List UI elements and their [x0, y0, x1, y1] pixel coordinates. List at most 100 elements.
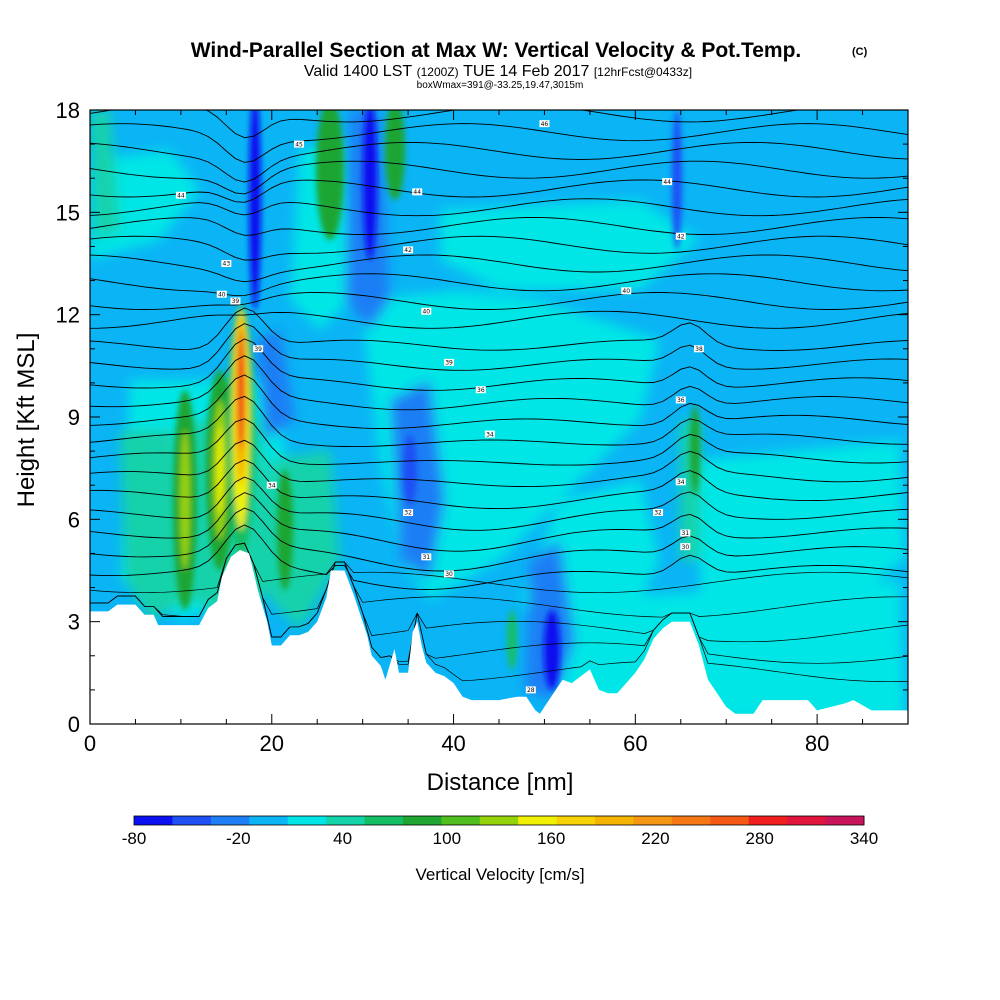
updraft-plume [316, 110, 344, 240]
contour-label-bg [693, 345, 704, 353]
x-axis-label: Distance [nm] [427, 769, 574, 796]
contour-label-text: 34 [486, 431, 494, 438]
contour-label-bg [525, 686, 536, 694]
isentrope [90, 507, 908, 572]
colorbar-tick-label: 340 [850, 829, 878, 848]
contour-label: 40 [421, 307, 432, 315]
contour-label-text: 31 [422, 554, 430, 561]
colorbar-frame [133, 815, 865, 826]
isentrope [90, 141, 908, 183]
y-tick-label: 3 [68, 610, 80, 635]
contour-label: 28 [525, 686, 536, 694]
updraft-plume [690, 405, 700, 495]
colorbar-tick-label: 220 [641, 829, 669, 848]
isentrope [90, 439, 908, 488]
colorbar-swatch [172, 816, 212, 825]
y-tick-label: 18 [56, 98, 80, 123]
x-tick-label: 60 [623, 731, 647, 756]
isentrope [90, 338, 908, 391]
contour-label: 34 [266, 481, 277, 489]
isentrope [90, 160, 908, 195]
isentrope [90, 492, 908, 552]
x-tick-label: 0 [84, 731, 96, 756]
contour-label: 30 [680, 543, 691, 551]
contour-label-bg [621, 287, 632, 295]
colorbar-swatch [441, 816, 481, 825]
field-region [440, 200, 700, 290]
colorbar-tick-label: 280 [746, 829, 774, 848]
contour-label-text: 42 [404, 247, 412, 254]
downdraft-core [672, 110, 682, 250]
valid-prefix: Valid 1400 LST [304, 63, 412, 80]
contour-label-text: 44 [177, 192, 185, 199]
contour-label: 42 [403, 246, 414, 254]
field-region [120, 430, 190, 620]
colorbar-swatch [287, 816, 327, 825]
x-tick-label: 40 [441, 731, 465, 756]
downdraft-core [403, 435, 417, 505]
isentrope [90, 217, 908, 236]
contour-label-text: 44 [663, 179, 671, 186]
isentrope [90, 323, 908, 371]
updraft-plume [217, 425, 223, 515]
isentrope [90, 476, 908, 531]
colorbar-tick-label: -80 [122, 829, 147, 848]
contour-label: 36 [475, 386, 486, 394]
chart-title: Wind-Parallel Section at Max W: Vertical… [191, 39, 802, 62]
contour-label-text: 42 [677, 233, 685, 240]
colorbar-swatch [210, 816, 250, 825]
axis-ticks [89, 109, 909, 725]
contour-label-bg [294, 140, 305, 148]
contour-label-bg [484, 430, 495, 438]
isentrope [90, 524, 908, 590]
contour-label-bg [475, 386, 486, 394]
isentrope [90, 235, 908, 261]
contour-label-bg [680, 529, 691, 537]
contour-label-text: 34 [268, 482, 276, 489]
contour-label-text: 43 [223, 261, 231, 268]
isentrope [90, 542, 908, 594]
colorbar-tick-label: -20 [226, 829, 251, 848]
contour-label-text: 45 [295, 141, 303, 148]
contour-label-bg [221, 260, 232, 267]
contour-label-bg [412, 188, 423, 196]
colorbar-swatch [326, 816, 366, 825]
contour-label-bg [680, 543, 691, 551]
contour-label: 40 [216, 290, 227, 298]
isentrope [90, 310, 908, 329]
colorbar-swatch [134, 816, 173, 825]
contour-label: 38 [693, 345, 704, 353]
colorbar-swatch [518, 816, 558, 825]
colorbar-tick-label: 40 [333, 829, 352, 848]
updraft-plume [277, 470, 293, 590]
isentrope [90, 254, 908, 283]
contour-label: 43 [221, 260, 232, 268]
contour-label-text: 39 [254, 346, 262, 353]
contour-label: 34 [484, 430, 495, 438]
contour-label: 44 [662, 178, 673, 186]
colorbar-swatch [633, 816, 673, 825]
y-tick-label: 0 [68, 712, 80, 737]
contour-label-bg [421, 553, 432, 561]
contour-label: 46 [539, 120, 550, 128]
terrain [90, 550, 908, 724]
isentrope [90, 307, 908, 351]
updraft-plume [385, 110, 405, 200]
contour-label-bg [539, 120, 550, 128]
field-region [90, 150, 200, 260]
contour-label-bg [653, 509, 664, 517]
downdraft-core [363, 110, 377, 260]
contour-label-bg [662, 178, 673, 186]
contour-label-text: 39 [445, 360, 453, 367]
contour-label-bg [403, 246, 414, 254]
isentrope [90, 179, 908, 203]
contour-label: 32 [653, 509, 664, 517]
updraft-core [238, 330, 244, 450]
isentrope-lines [90, 110, 908, 683]
contour-label-text: 28 [527, 687, 535, 694]
colorbar: -80 -20 40 100 160 220 280 340 [122, 815, 878, 848]
isentrope [90, 374, 908, 429]
contour-label-bg [403, 509, 414, 517]
isentrope [90, 292, 908, 310]
